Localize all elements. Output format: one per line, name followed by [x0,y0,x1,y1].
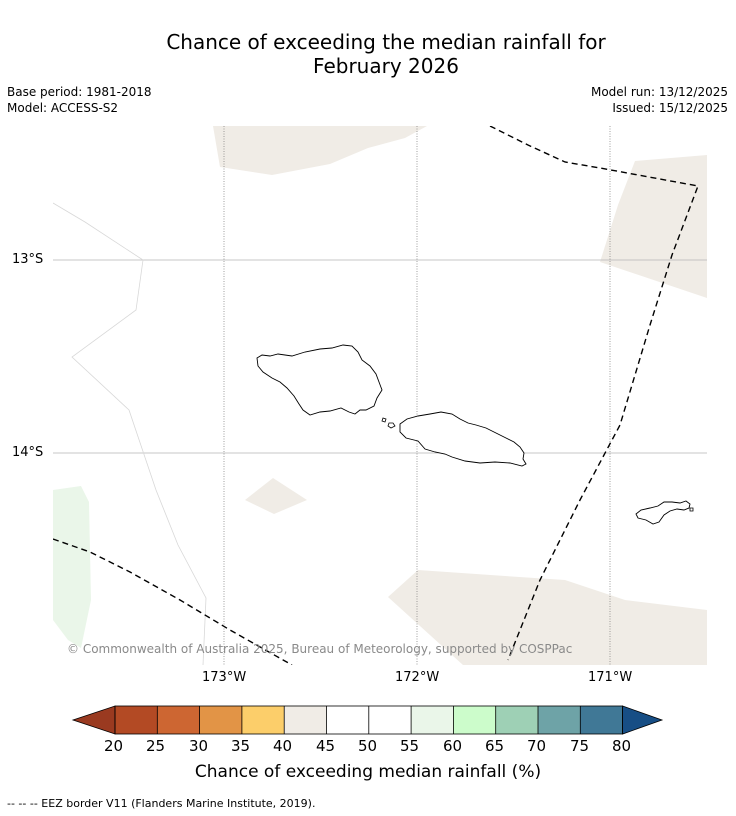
cb-tick-60: 60 [443,737,463,755]
title-line-1: Chance of exceeding the median rainfall … [166,30,606,54]
island-upolu [399,411,527,467]
title-line-2: February 2026 [313,54,459,78]
copyright-credit: © Commonwealth of Australia 2025, Bureau… [67,642,573,656]
contour-line-west [53,202,207,665]
cb-tick-55: 55 [400,737,420,755]
region-40-45-small [245,478,307,514]
region-40-45-east [600,155,707,298]
cb-tick-50: 50 [358,737,378,755]
colorbar-cell-20-25 [115,706,158,734]
cb-tick-30: 30 [189,737,209,755]
region-40-45-south [388,570,707,665]
colorbar-cell-35-40 [241,706,285,734]
colorbar-extend-high [622,705,664,735]
colorbar-cell-45-50 [326,706,369,734]
lon-label-171w: 171°W [588,670,633,685]
island-apolima [387,422,396,429]
model-name: Model: ACCESS-S2 [7,101,119,115]
island-savaii [256,344,383,416]
island-aunuu [689,507,694,512]
lon-label-172w: 172°W [395,670,440,685]
colorbar [71,705,664,735]
lat-label-14s: 14°S [12,445,44,460]
region-55-60-west [53,486,91,648]
colorbar-cell-50-55 [368,706,412,734]
island-tutuila [635,500,691,525]
colorbar-cell-65-70 [495,706,538,734]
cb-tick-25: 25 [146,737,166,755]
cb-tick-35: 35 [231,737,251,755]
colorbar-title: Chance of exceeding median rainfall (%) [194,762,542,782]
colorbar-cell-30-35 [199,706,242,734]
cb-tick-65: 65 [485,737,505,755]
issued-date: Issued: 15/12/2025 [612,101,728,115]
colorbar-cell-55-60 [411,706,454,734]
colorbar-extend-low [71,705,116,735]
colorbar-cell-75-80 [580,706,623,734]
eez-border-north [489,126,699,661]
cb-tick-40: 40 [273,737,293,755]
colorbar-cell-40-45 [284,706,327,734]
lat-label-13s: 13°S [12,252,44,267]
model-run: Model run: 13/12/2025 [590,85,728,99]
cb-tick-20: 20 [104,737,124,755]
island-manono [381,417,387,423]
cb-tick-45: 45 [316,737,336,755]
eez-border-southwest [53,538,293,665]
eez-footer-note: -- -- -- EEZ border V11 (Flanders Marine… [7,797,316,810]
map-title: Chance of exceeding the median rainfall … [0,30,736,78]
colorbar-cell-70-75 [538,706,581,734]
meta-left: Base period: 1981-2018 Model: ACCESS-S2 [7,84,152,116]
colorbar-cell-25-30 [157,706,200,734]
region-40-45-north [213,126,427,175]
cb-tick-75: 75 [570,737,590,755]
meta-right: Model run: 13/12/2025 Issued: 15/12/2025 [591,84,728,116]
colorbar-outline [114,705,624,735]
map-area [53,126,707,665]
base-period: Base period: 1981-2018 [7,85,152,99]
lon-label-173w: 173°W [202,670,247,685]
colorbar-cell-60-65 [453,706,496,734]
cb-tick-80: 80 [612,737,632,755]
colorbar-separators [114,706,623,734]
cb-tick-70: 70 [527,737,547,755]
